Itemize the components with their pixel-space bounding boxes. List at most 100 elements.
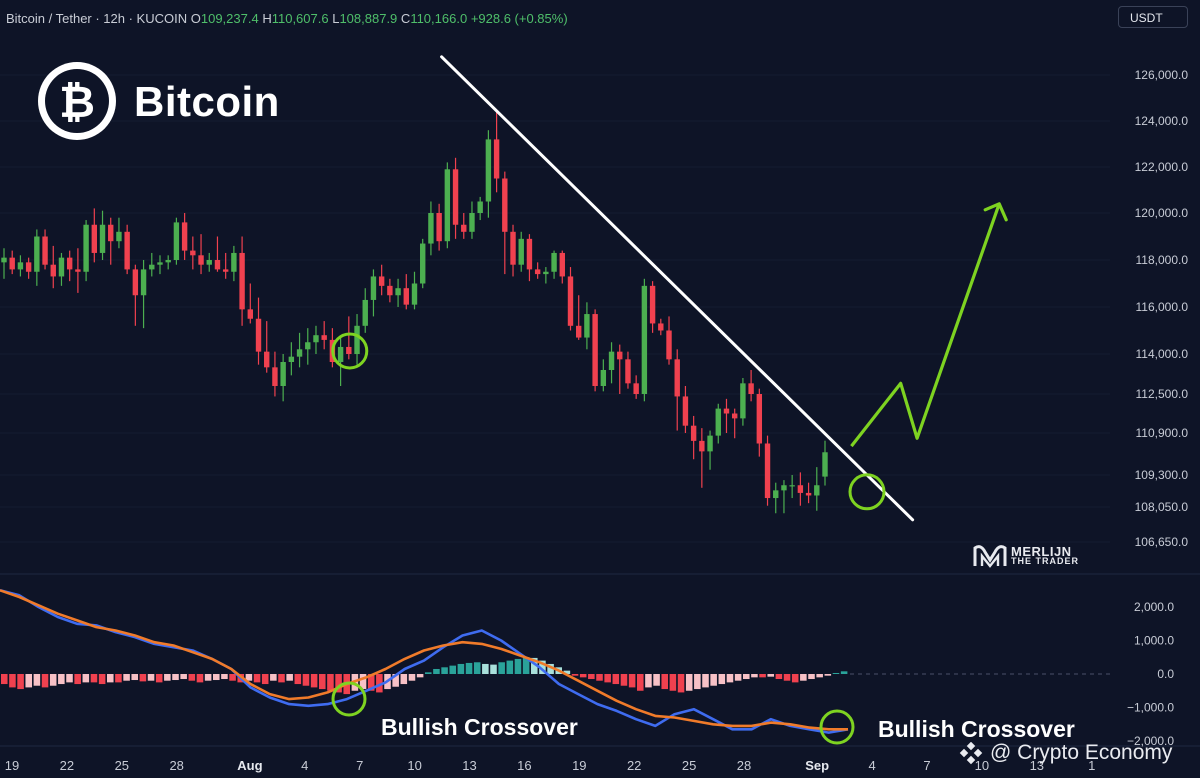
candle-body xyxy=(42,236,48,265)
macd-histogram-bar xyxy=(335,674,342,693)
candle-body xyxy=(600,370,607,386)
macd-histogram-bar xyxy=(710,674,717,686)
candle-body xyxy=(198,255,204,265)
price-tick-label: 116,000.0 xyxy=(1136,300,1189,314)
candle-body xyxy=(666,330,672,360)
macd-tick-label: −1,000.0 xyxy=(1127,701,1174,715)
candle-body xyxy=(395,288,401,296)
candle-body xyxy=(658,323,664,331)
macd-histogram-bar xyxy=(702,674,709,688)
candle-body xyxy=(337,346,344,362)
candle-body xyxy=(477,201,483,213)
crossover-marker xyxy=(331,332,369,370)
candle-body xyxy=(403,288,409,305)
candle-body xyxy=(149,264,155,270)
price-tick-label: 110,900.0 xyxy=(1136,426,1189,440)
candle-body xyxy=(773,490,779,499)
candle-body xyxy=(485,139,492,202)
bitcoin-logo-icon: ₿ xyxy=(38,62,116,140)
macd-histogram-bar xyxy=(604,674,611,683)
time-tick-label: 25 xyxy=(682,758,696,773)
macd-histogram-bar xyxy=(172,674,179,681)
macd-histogram-bar xyxy=(457,663,465,674)
macd-histogram-bar xyxy=(139,674,147,682)
macd-histogram-bar xyxy=(588,674,595,680)
candle-body xyxy=(617,351,623,360)
macd-histogram-bar xyxy=(612,674,620,685)
macd-histogram-bar xyxy=(188,674,196,681)
candle-body xyxy=(132,269,139,296)
candle-body xyxy=(625,359,631,384)
price-tick-label: 120,000.0 xyxy=(1135,206,1189,220)
macd-histogram-bar xyxy=(408,674,416,681)
time-tick-label: 4 xyxy=(301,758,308,773)
candle-body xyxy=(805,492,812,496)
macd-histogram-bar xyxy=(522,657,530,674)
macd-axis: 2,000.0 1,000.0 0.0 −1,000.0 −2,000.0 xyxy=(1127,600,1174,748)
time-tick-label: 22 xyxy=(627,758,641,773)
macd-histogram-bar xyxy=(310,674,318,688)
candle-body xyxy=(50,264,56,277)
candle-body xyxy=(354,325,360,354)
macd-histogram-bar xyxy=(449,665,457,674)
macd-histogram-bar xyxy=(221,674,228,680)
macd-histogram-bar xyxy=(17,674,24,690)
macd-tick-label: 1,000.0 xyxy=(1134,634,1174,648)
candle-body xyxy=(1,257,7,263)
candle-body xyxy=(173,222,180,260)
macd-crossover-marker xyxy=(819,709,855,745)
macd-histogram-bar xyxy=(58,674,65,685)
macd-histogram-bar xyxy=(164,674,171,681)
candle-body xyxy=(822,452,828,477)
macd-histogram-bar xyxy=(677,674,685,693)
candle-body xyxy=(674,359,680,397)
candle-body xyxy=(165,260,171,263)
candle-body xyxy=(526,238,533,270)
macd-histogram-bar xyxy=(808,674,815,680)
macd-histogram-bar xyxy=(33,674,41,686)
svg-text:₿: ₿ xyxy=(59,77,95,128)
macd-histogram-bar xyxy=(229,674,236,681)
candle-body xyxy=(518,238,524,265)
candle-body xyxy=(108,224,114,242)
open-label: O xyxy=(190,11,201,26)
macd-histogram-bar xyxy=(751,674,758,678)
macd-histogram-bar xyxy=(433,668,440,674)
macd-histogram-bar xyxy=(392,674,399,687)
currency-button[interactable]: USDT xyxy=(1118,6,1188,28)
macd-histogram-bar xyxy=(800,674,807,681)
candle-body xyxy=(272,367,278,386)
open-value: 109,237.4 xyxy=(200,11,259,26)
macd-histogram-bar xyxy=(759,674,766,678)
macd-line xyxy=(0,589,849,734)
brand-title: Bitcoin xyxy=(134,78,280,125)
candle-body xyxy=(748,383,754,394)
macd-histogram-bar xyxy=(718,674,726,685)
time-tick-label: 16 xyxy=(517,758,531,773)
macd-histogram-bar xyxy=(123,674,130,681)
annotation-right: Bullish Crossover xyxy=(878,716,1075,742)
candle-body xyxy=(576,325,582,338)
macd-histogram-bar xyxy=(775,674,783,680)
macd-histogram-bar xyxy=(416,674,424,678)
price-tick-label: 118,000.0 xyxy=(1136,253,1189,267)
candle-body xyxy=(789,485,795,487)
candle-body xyxy=(17,262,24,270)
price-tick-label: 106,650.0 xyxy=(1135,535,1189,549)
macd-histogram-bar xyxy=(653,674,660,686)
macd-histogram-bar xyxy=(767,674,775,677)
macd-histogram-bar xyxy=(490,664,497,674)
candle-body xyxy=(239,252,245,310)
candle-body xyxy=(551,252,557,272)
macd-histogram-bar xyxy=(74,674,81,685)
macd-histogram-bar xyxy=(376,674,383,693)
candle-body xyxy=(764,443,771,499)
candle-body xyxy=(502,178,508,232)
macd-histogram-bar xyxy=(196,674,204,683)
macd-histogram-bar xyxy=(661,674,669,690)
time-tick-label: 19 xyxy=(572,758,586,773)
candle-body xyxy=(534,269,541,275)
candle-body xyxy=(66,257,73,270)
macd-histogram-bar xyxy=(832,672,840,674)
